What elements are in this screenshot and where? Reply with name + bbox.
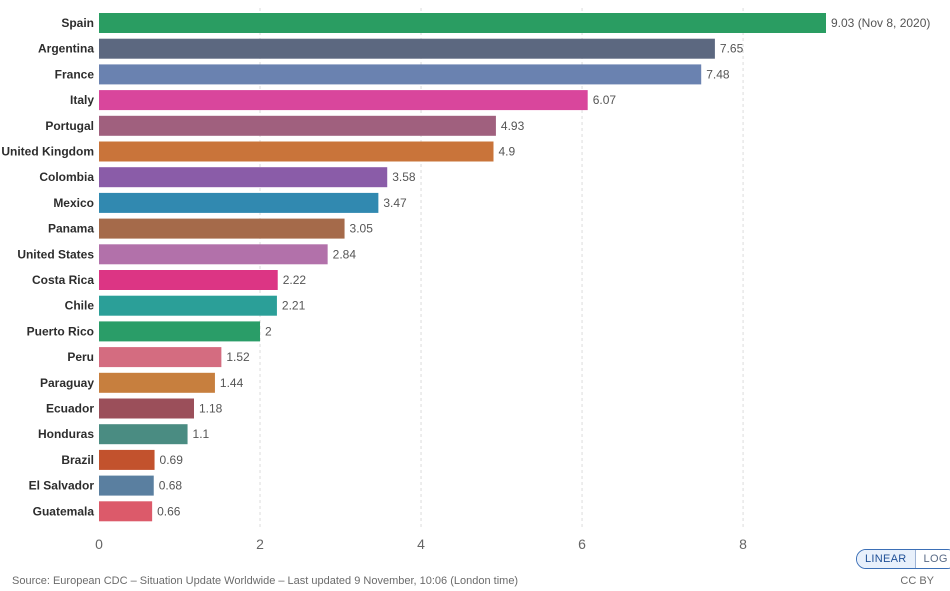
bar-chart: Spain Argentina France Italy Portugal United … — [1, 8, 930, 552]
value-label: 4.93 — [501, 119, 525, 133]
value-label: 3.47 — [383, 196, 407, 210]
bar[interactable] — [99, 218, 345, 239]
category-label: Chile — [65, 299, 95, 313]
bar[interactable] — [99, 167, 388, 188]
bar[interactable] — [99, 192, 379, 213]
x-tick-label: 6 — [578, 536, 586, 552]
bar[interactable] — [99, 398, 195, 419]
value-label: 4.9 — [498, 145, 515, 159]
bar[interactable] — [99, 449, 155, 470]
bar[interactable] — [99, 372, 215, 393]
bar[interactable] — [99, 115, 496, 136]
x-tick-label: 8 — [739, 536, 747, 552]
scale-toggle: LINEAR LOG — [856, 549, 950, 569]
category-label: Brazil — [61, 453, 94, 467]
value-label: 3.58 — [392, 170, 416, 184]
value-label: 2.22 — [283, 273, 307, 287]
value-label: 2.84 — [333, 247, 357, 261]
value-label: 6.07 — [593, 93, 617, 107]
bar[interactable] — [99, 141, 494, 162]
category-label: Mexico — [53, 196, 94, 210]
category-label: United Kingdom — [1, 145, 94, 159]
log-scale-button[interactable]: LOG — [914, 550, 950, 568]
license-link[interactable]: CC BY — [900, 575, 934, 587]
category-label: Spain — [61, 16, 94, 30]
bar[interactable] — [99, 270, 278, 290]
linear-scale-button[interactable]: LINEAR — [857, 550, 915, 568]
category-label: Peru — [67, 350, 94, 364]
bar[interactable] — [99, 38, 715, 59]
value-label: 1.18 — [199, 402, 223, 416]
category-label: El Salvador — [29, 479, 95, 493]
bars-layer — [99, 13, 826, 522]
category-label: France — [55, 67, 95, 81]
bar[interactable] — [99, 424, 188, 445]
bar[interactable] — [99, 90, 588, 111]
value-label: 3.05 — [350, 222, 374, 236]
value-label: 1.44 — [220, 376, 244, 390]
bar[interactable] — [99, 13, 826, 33]
value-label: 2.21 — [282, 299, 306, 313]
category-labels-layer: Spain Argentina France Italy Portugal United … — [1, 16, 94, 518]
category-label: Italy — [70, 93, 94, 107]
x-tick-label: 0 — [95, 536, 103, 552]
bar[interactable] — [99, 295, 277, 316]
category-label: Guatemala — [33, 504, 95, 518]
category-label: Costa Rica — [32, 273, 94, 287]
category-label: United States — [17, 247, 94, 261]
bar[interactable] — [99, 501, 153, 522]
bar[interactable] — [99, 321, 261, 342]
value-label: 0.66 — [157, 504, 181, 518]
value-label: 1.1 — [193, 427, 210, 441]
x-axis-ticks: 0 2 4 6 8 — [95, 536, 747, 552]
source-note: Source: European CDC – Situation Update … — [12, 575, 519, 587]
grid-layer — [259, 8, 744, 527]
category-label: Puerto Rico — [27, 324, 94, 338]
bar[interactable] — [99, 64, 702, 85]
value-label: 1.52 — [226, 350, 250, 364]
category-label: Ecuador — [46, 402, 94, 416]
category-label: Argentina — [38, 42, 94, 56]
value-label: 0.69 — [160, 453, 184, 467]
value-labels-layer: 9.03 (Nov 8, 2020) 7.65 7.48 6.07 4.93 4.9 3.5… — [157, 16, 930, 518]
category-label: Panama — [48, 222, 94, 236]
bar[interactable] — [99, 347, 222, 368]
category-label: Honduras — [38, 427, 94, 441]
category-label: Colombia — [39, 170, 94, 184]
value-label: 2 — [265, 324, 272, 338]
category-label: Portugal — [45, 119, 94, 133]
value-label: 7.65 — [720, 42, 744, 56]
value-label: 7.48 — [706, 67, 730, 81]
value-label: 9.03 (Nov 8, 2020) — [831, 16, 930, 30]
x-tick-label: 4 — [417, 536, 425, 552]
x-tick-label: 2 — [256, 536, 264, 552]
bar[interactable] — [99, 244, 328, 265]
bar[interactable] — [99, 475, 154, 496]
category-label: Paraguay — [40, 376, 94, 390]
value-label: 0.68 — [159, 479, 183, 493]
